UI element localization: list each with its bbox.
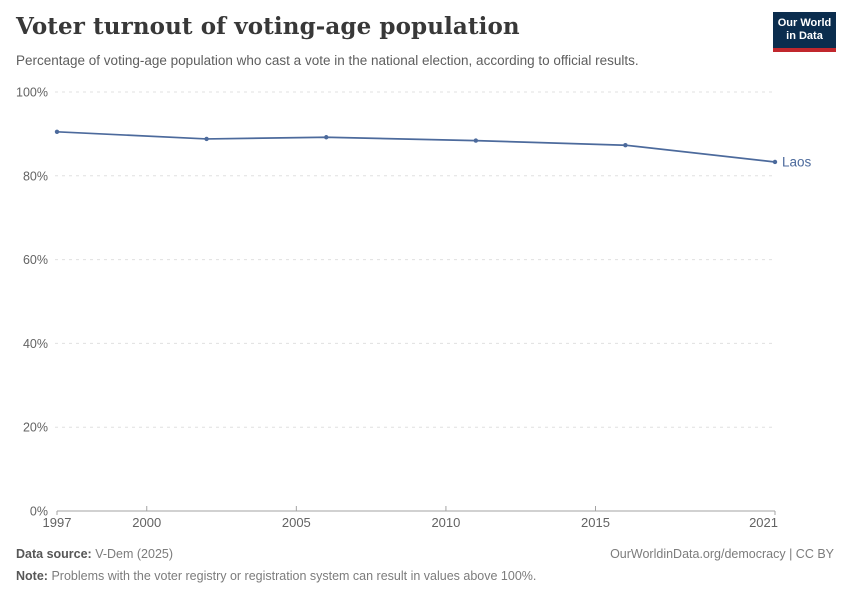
chart-subtitle: Percentage of voting-age population who … — [16, 53, 639, 68]
footer-note-label: Note: — [16, 569, 48, 583]
series-line — [56, 130, 776, 163]
line-chart[interactable]: 0% 20% 40% 60% 80% 100% 1997 2000 2005 2010 2015 20… — [0, 0, 850, 540]
owid-logo-stripe — [773, 48, 836, 52]
data-point — [54, 129, 60, 135]
data-source[interactable]: Data source: V-Dem (2025) — [16, 547, 173, 562]
x-tick-label: 2005 — [282, 515, 311, 530]
chart-footer: Data source: V-Dem (2025) OurWorldinData… — [16, 547, 834, 584]
x-tick-label: 1997 — [43, 515, 72, 530]
data-point — [772, 159, 778, 165]
x-tick-label: 2021 — [749, 515, 778, 530]
y-tick-label: 0% — [30, 505, 48, 519]
footer-note-value: Problems with the voter registry or regi… — [51, 569, 537, 583]
owid-logo: Our World in Data — [773, 12, 836, 52]
data-source-label: Data source: — [16, 547, 92, 561]
x-tick-label: 2015 — [581, 515, 610, 530]
footer-note: Note: Problems with the voter registry o… — [16, 569, 834, 584]
data-point — [473, 138, 479, 143]
page-title: Voter turnout of voting-age population — [16, 13, 520, 40]
data-point — [324, 135, 329, 140]
data-point — [623, 143, 628, 148]
footer-attribution-link[interactable]: OurWorldinData.org/democracy | CC BY — [610, 547, 834, 561]
owid-logo-line1: Our World — [777, 17, 832, 29]
owid-logo-line2: in Data — [786, 30, 823, 42]
y-tick-label: 60% — [23, 253, 48, 267]
y-tick-label: 40% — [23, 337, 48, 351]
y-tick-label: 20% — [23, 421, 48, 435]
y-tick-label: 80% — [23, 169, 48, 183]
data-point — [204, 136, 209, 142]
x-tick-label: 2000 — [132, 515, 161, 530]
y-tick-label: 100% — [16, 86, 48, 100]
x-tick-label: 2010 — [431, 515, 460, 530]
series-end-label: Laos — [782, 154, 812, 169]
data-source-value[interactable]: V-Dem (2025) — [95, 547, 174, 561]
